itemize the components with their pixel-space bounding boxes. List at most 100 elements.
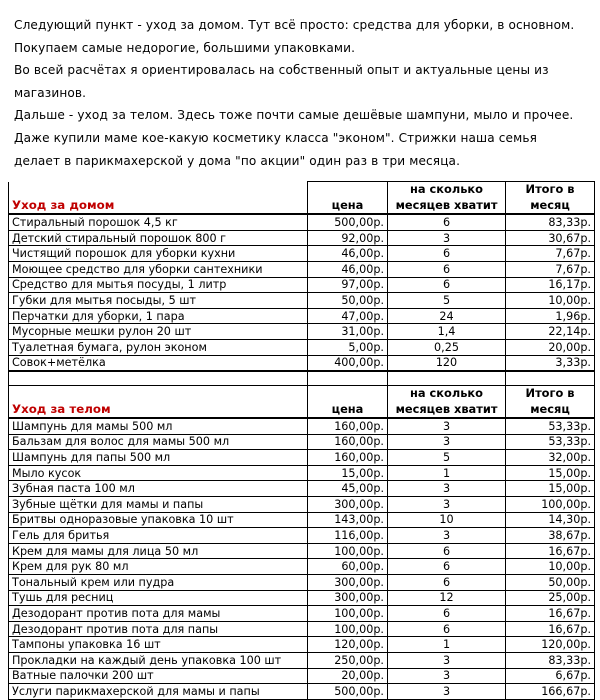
cell-price: 20,00р.: [307, 667, 388, 685]
table-row: Мыло кусок 15,00р. 1 15,00р.: [8, 464, 595, 482]
cell-months: 12: [387, 589, 506, 607]
table-row: Прокладки на каждый день упаковка 100 шт…: [8, 652, 595, 669]
cell-item-name: Гель для бритья: [8, 527, 308, 544]
cell-months: 3: [387, 229, 506, 247]
cell-item-name: Крем для рук 80 мл: [8, 558, 308, 576]
cell-months: 1: [387, 464, 506, 482]
cell-item-name: Мыло кусок: [8, 464, 308, 482]
cell-months: 6: [387, 620, 506, 638]
table-header-bottom-row: Уход за телом цена месяцев хватит месяц: [8, 401, 595, 420]
cell-total-per-month: 16,67р.: [505, 542, 595, 560]
cell-total-per-month: 166,67р.: [505, 683, 595, 700]
cell-months: 10: [387, 511, 506, 529]
table-row: Тушь для ресниц 300,00р. 12 25,00р.: [8, 589, 595, 607]
cell-item-name: Детский стиральный порошок 800 г: [8, 229, 308, 247]
cell-months: 3: [387, 527, 506, 544]
table-row: Средство для мытья посуды, 1 литр 97,00р.…: [8, 276, 595, 294]
cell-months: 0,25: [387, 338, 506, 356]
cell-price: 60,00р.: [307, 558, 388, 576]
cell-price: 500,00р.: [307, 213, 388, 231]
cell-months: 120: [387, 354, 506, 372]
table-row: Услуги парикмахерской для мамы и папы 500…: [8, 683, 595, 700]
table-row: Гель для бритья 116,00р. 3 38,67р.: [8, 527, 595, 544]
cell-price: 46,00р.: [307, 260, 388, 278]
cell-months: 6: [387, 605, 506, 622]
cell-item-name: Дезодорант против пота для папы: [8, 620, 308, 638]
cell-price: 100,00р.: [307, 620, 388, 638]
cell-months: 3: [387, 683, 506, 700]
cell-price: 97,00р.: [307, 276, 388, 294]
cell-months: 5: [387, 449, 506, 466]
cell-months: 1: [387, 636, 506, 653]
cell-price: 160,00р.: [307, 449, 388, 466]
cell-item-name: Услуги парикмахерской для мамы и папы: [8, 683, 308, 700]
table-row: Чистящий порошок для уборки кухни 46,00р.…: [8, 245, 595, 262]
table-row: Дезодорант против пота для папы 100,00р. 6…: [8, 620, 595, 638]
cell-total-per-month: 10,00р.: [505, 558, 595, 576]
section-title: Уход за домом: [8, 197, 308, 216]
cell-months: 24: [387, 307, 506, 325]
cell-price: 5,00р.: [307, 338, 388, 356]
header-price-top: [307, 385, 388, 402]
table-row: Губки для мытья посыды, 5 шт 50,00р. 5 10,0…: [8, 292, 595, 309]
cell-price: 120,00р.: [307, 636, 388, 653]
cell-months: 6: [387, 574, 506, 591]
cell-price: 250,00р.: [307, 652, 388, 669]
cell-total-per-month: 15,00р.: [505, 464, 595, 482]
cell-item-name: Тональный крем или пудра: [8, 574, 308, 591]
header-blank-cell: [8, 181, 308, 198]
cell-total-per-month: 83,33р.: [505, 213, 595, 231]
cell-total-per-month: 120,00р.: [505, 636, 595, 653]
cell-price: 50,00р.: [307, 292, 388, 309]
header-total-line2: месяц: [505, 401, 595, 420]
cell-total-per-month: 22,14р.: [505, 323, 595, 340]
cell-item-name: Дезодорант против пота для мамы: [8, 605, 308, 622]
header-months-line2: месяцев хватит: [387, 401, 506, 420]
table-header-top-row: на сколько Итого в: [8, 385, 595, 402]
cell-item-name: Тампоны упаковка 16 шт: [8, 636, 308, 653]
cell-price: 100,00р.: [307, 605, 388, 622]
body-care-table: на сколько Итого в Уход за телом цена месяце…: [8, 371, 595, 700]
cell-total-per-month: 14,30р.: [505, 511, 595, 529]
cell-months: 3: [387, 433, 506, 451]
header-total-line2: месяц: [505, 197, 595, 216]
cell-price: 300,00р.: [307, 589, 388, 607]
cell-item-name: Зубная паста 100 мл: [8, 480, 308, 498]
table-row: Зубная паста 100 мл 45,00р. 3 15,00р.: [8, 480, 595, 498]
cell-item-name: Шампунь для мамы 500 мл: [8, 417, 308, 435]
cell-item-name: Крем для мамы для лица 50 мл: [8, 542, 308, 560]
cell-item-name: Бритвы одноразовые упаковка 10 шт: [8, 511, 308, 529]
header-total-line1: Итого в: [505, 181, 595, 198]
header-months-line1: на сколько: [387, 181, 506, 198]
cell-price: 500,00р.: [307, 683, 388, 700]
table-row: Тональный крем или пудра 300,00р. 6 50,00р.: [8, 574, 595, 591]
spacer-cell-months: [387, 371, 506, 387]
section-title: Уход за телом: [8, 401, 308, 420]
cell-total-per-month: 53,33р.: [505, 417, 595, 435]
table-row: Тампоны упаковка 16 шт 120,00р. 1 120,00р.: [8, 636, 595, 653]
cell-months: 6: [387, 558, 506, 576]
cell-months: 3: [387, 417, 506, 435]
cell-total-per-month: 16,17р.: [505, 276, 595, 294]
spacer-row: [8, 371, 595, 387]
cell-item-name: Прокладки на каждый день упаковка 100 шт: [8, 652, 308, 669]
cell-item-name: Зубные щётки для мамы и папы: [8, 496, 308, 513]
cell-item-name: Шампунь для папы 500 мл: [8, 449, 308, 466]
cell-item-name: Моющее средство для уборки сантехники: [8, 260, 308, 278]
cell-price: 45,00р.: [307, 480, 388, 498]
table-row: Стиральный порошок 4,5 кг 500,00р. 6 83,33р…: [8, 213, 595, 231]
table-row: Крем для мамы для лица 50 мл 100,00р. 6 16,…: [8, 542, 595, 560]
table-row: Моющее средство для уборки сантехники 46,…: [8, 260, 595, 278]
cell-months: 6: [387, 276, 506, 294]
cell-total-per-month: 1,96р.: [505, 307, 595, 325]
cell-price: 400,00р.: [307, 354, 388, 372]
household-care-table: на сколько Итого в Уход за домом цена месяце…: [8, 181, 595, 372]
table-row: Крем для рук 80 мл 60,00р. 6 10,00р.: [8, 558, 595, 576]
cell-price: 300,00р.: [307, 574, 388, 591]
cell-months: 6: [387, 542, 506, 560]
table-row: Совок+метёлка 400,00р. 120 3,33р.: [8, 354, 595, 372]
cell-price: 46,00р.: [307, 245, 388, 262]
cell-item-name: Тушь для ресниц: [8, 589, 308, 607]
table-row: Бальзам для волос для мамы 500 мл 160,00р…: [8, 433, 595, 451]
table-row: Шампунь для папы 500 мл 160,00р. 5 32,00р.: [8, 449, 595, 466]
